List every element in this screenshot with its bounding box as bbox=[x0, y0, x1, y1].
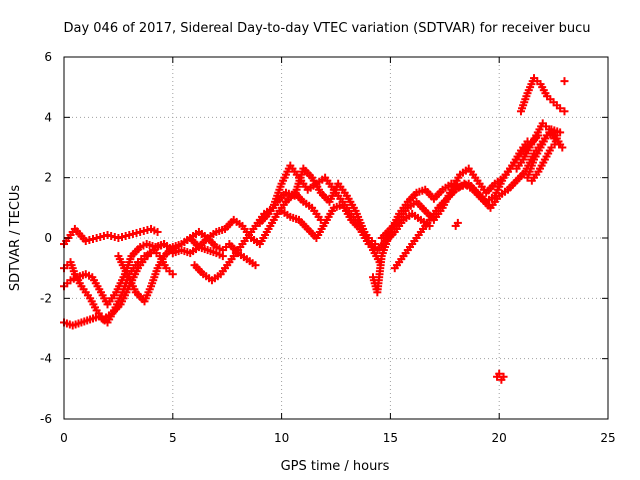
y-axis-label: SDTVAR / TECUs bbox=[8, 185, 23, 292]
x-tick-label: 0 bbox=[60, 431, 68, 445]
x-tick-label: 20 bbox=[492, 431, 507, 445]
y-tick-label: 4 bbox=[44, 110, 52, 124]
point-track-c bbox=[160, 240, 169, 249]
axis-ticks: 0 5 10 15 20 25 -6 -4 -2 0 2 4 6 bbox=[40, 50, 616, 445]
y-tick-label: -4 bbox=[40, 352, 52, 366]
x-tick-label: 5 bbox=[169, 431, 177, 445]
grid-lines bbox=[64, 57, 608, 419]
point-track-b bbox=[168, 270, 177, 279]
point-track-e bbox=[251, 261, 260, 270]
x-tick-label: 25 bbox=[600, 431, 615, 445]
point-track-p bbox=[553, 137, 562, 146]
x-tick-label: 10 bbox=[274, 431, 289, 445]
point-track-d bbox=[153, 227, 162, 236]
y-tick-label: 0 bbox=[44, 231, 52, 245]
point-track-o bbox=[556, 104, 565, 113]
y-tick-label: -2 bbox=[40, 291, 52, 305]
y-tick-label: 2 bbox=[44, 171, 52, 185]
data-points bbox=[60, 74, 569, 384]
x-axis-label: GPS time / hours bbox=[281, 459, 390, 474]
point-isolated bbox=[453, 218, 462, 227]
chart-title: Day 046 of 2017, Sidereal Day-to-day VTE… bbox=[63, 21, 590, 36]
x-tick-label: 15 bbox=[383, 431, 398, 445]
point-isolated bbox=[495, 369, 504, 378]
point-isolated bbox=[499, 372, 508, 381]
y-tick-label: 6 bbox=[44, 50, 52, 64]
point-track-o bbox=[560, 107, 569, 116]
point-isolated bbox=[560, 77, 569, 86]
y-tick-label: -6 bbox=[40, 412, 52, 426]
